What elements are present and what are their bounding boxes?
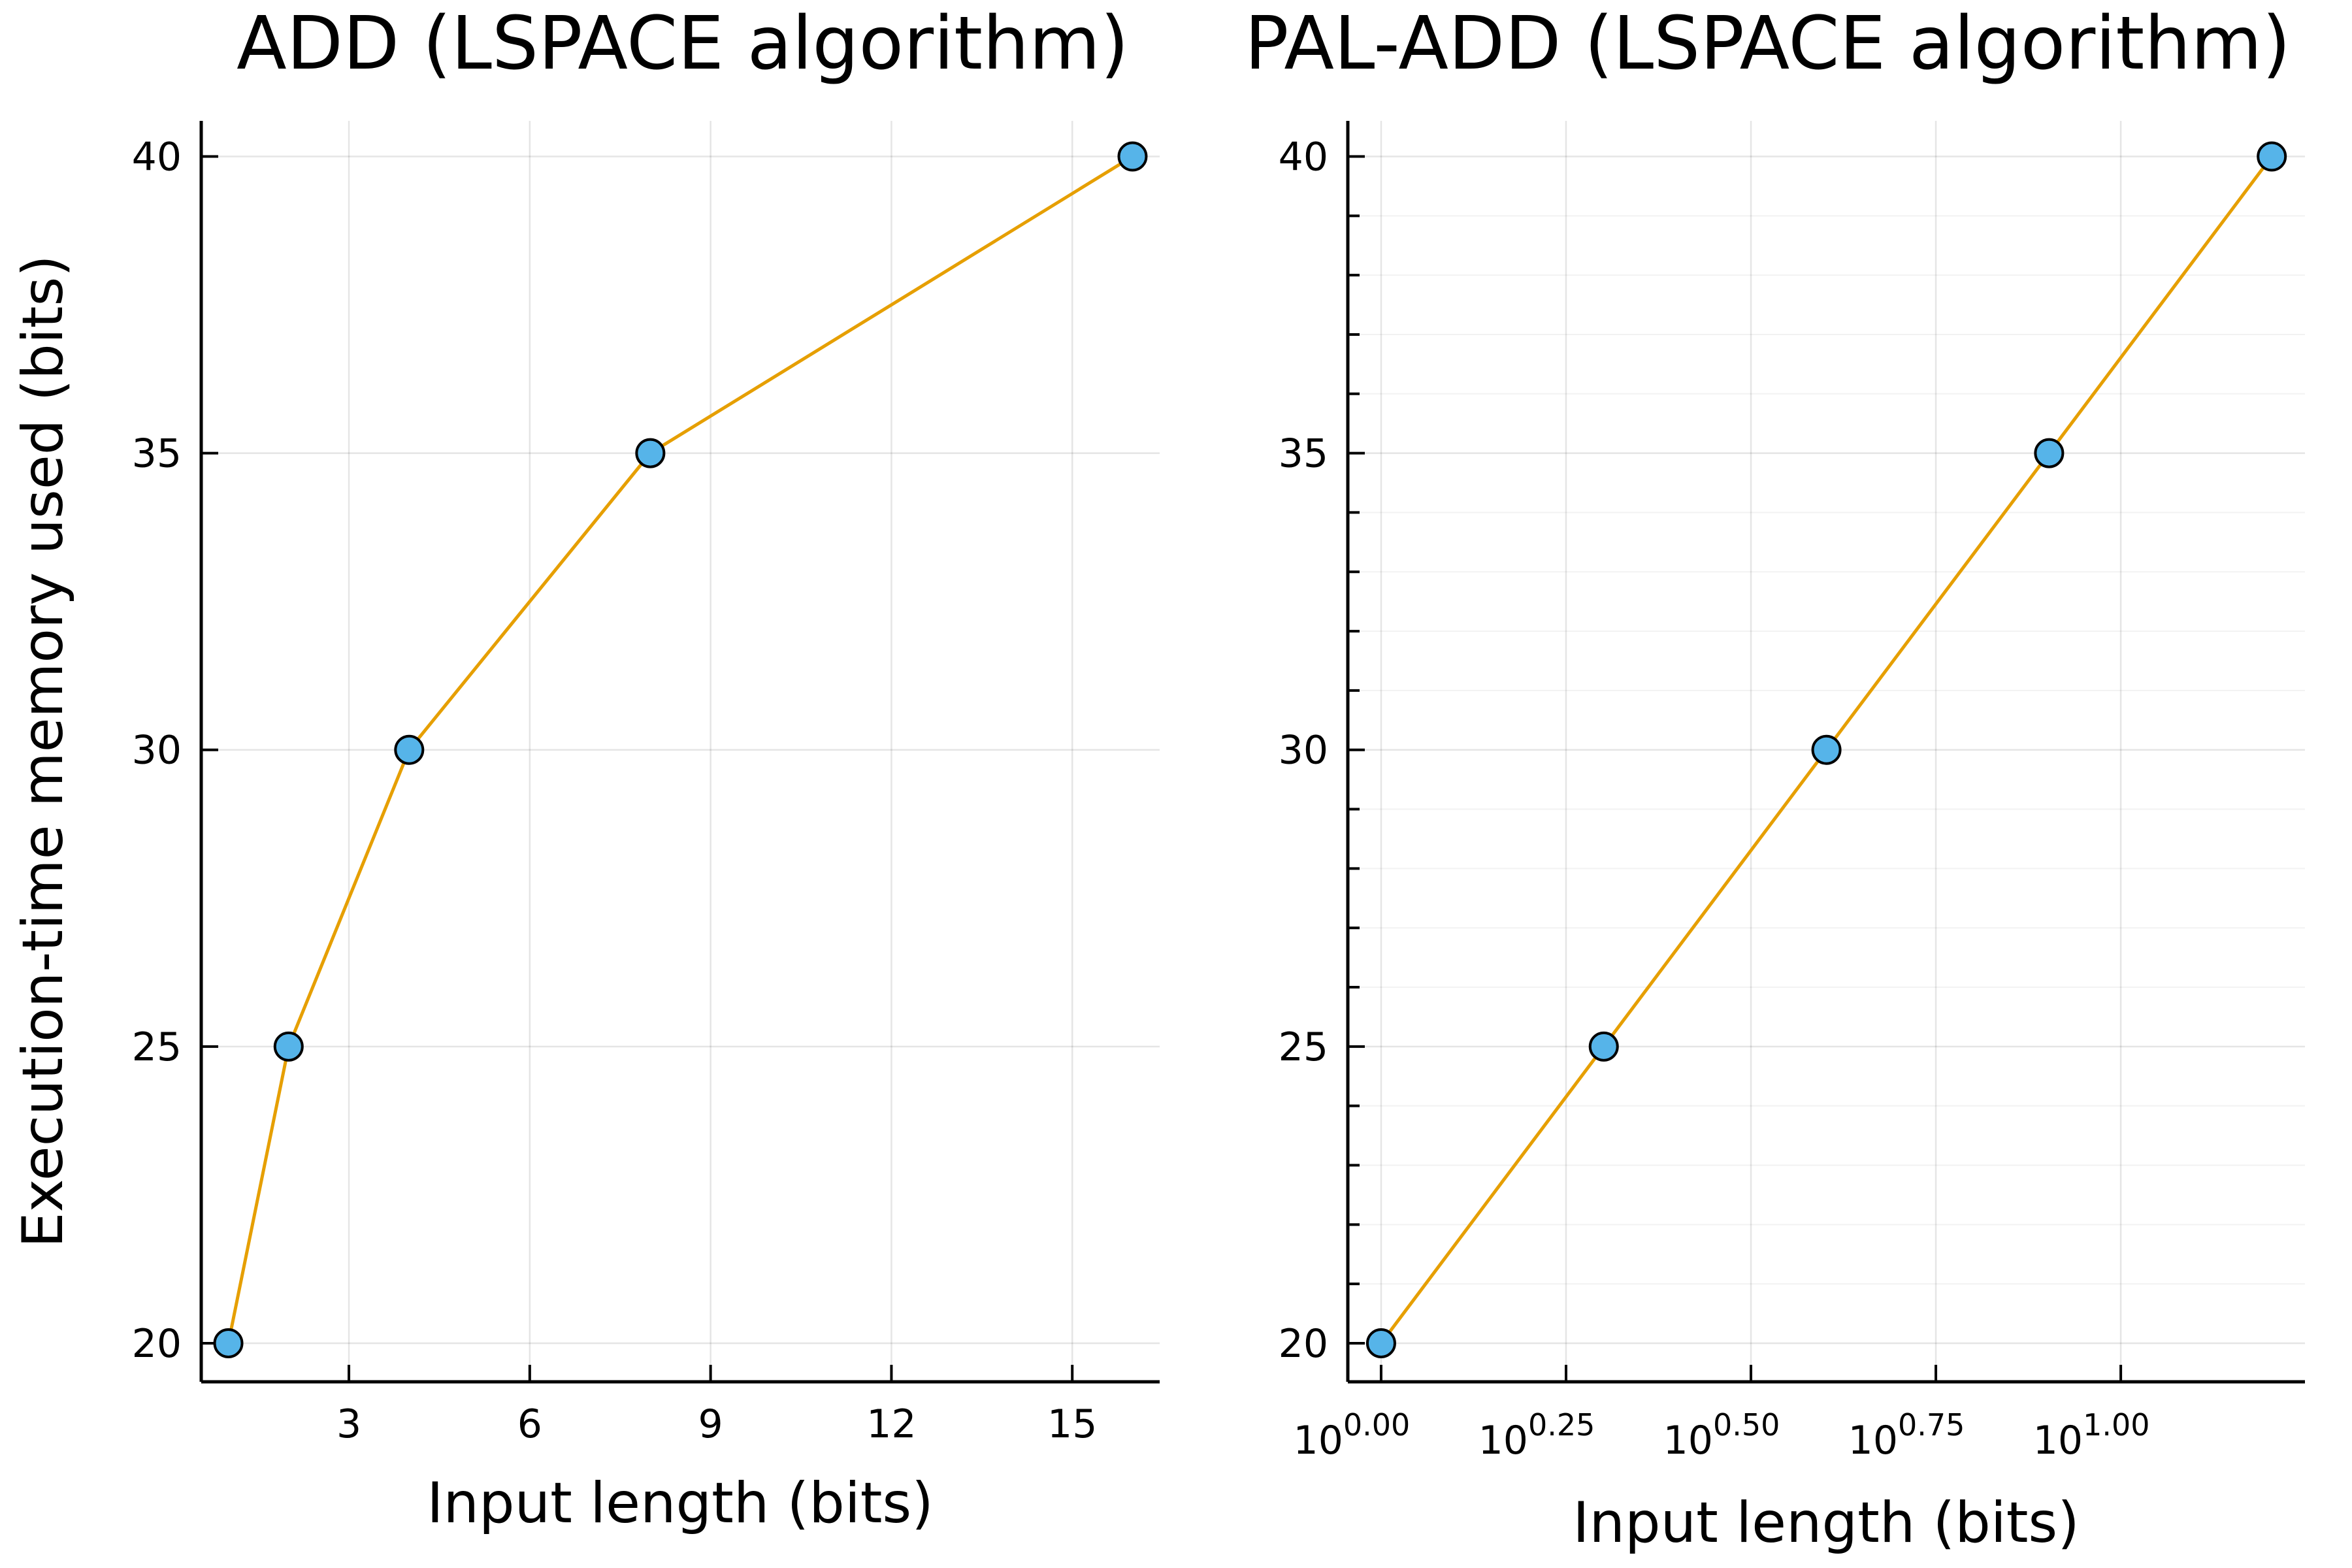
x-axis-label: Input length (bits) <box>1573 1490 2080 1556</box>
subplot-2: 20 25 30 35 40 100.00 100.25 100.50 100.75 101.00… <box>1245 1 2305 1556</box>
tick-label-y: 25 <box>1279 1024 1328 1070</box>
tick-label-y: 20 <box>132 1321 182 1367</box>
data-point <box>1811 734 1842 765</box>
tick-label-x: 12 <box>866 1401 916 1447</box>
tick-label-x: 9 <box>698 1401 723 1447</box>
tick-label-y: 40 <box>132 134 182 180</box>
data-point <box>2034 438 2065 468</box>
tick-label-x: 100.75 <box>1848 1407 1965 1463</box>
tick-label-y: 30 <box>132 728 182 774</box>
data-point <box>635 438 666 468</box>
chart-title: ADD (LSPACE algorithm) <box>237 1 1129 86</box>
tick-label-x: 100.00 <box>1294 1407 1411 1463</box>
data-point <box>1588 1031 1619 1062</box>
x-axis-label: Input length (bits) <box>427 1471 934 1536</box>
tick-label-y: 20 <box>1279 1321 1328 1367</box>
chart-title: PAL-ADD (LSPACE algorithm) <box>1245 1 2291 86</box>
tick-label-x: 6 <box>517 1401 542 1447</box>
tick-label-y: 35 <box>132 431 182 477</box>
data-point <box>2257 141 2287 172</box>
tick-label-y: 40 <box>1279 134 1328 180</box>
tick-label-y: 35 <box>1279 431 1328 477</box>
tick-label-y: 30 <box>1279 728 1328 774</box>
data-point <box>1117 141 1148 172</box>
tick-label-x: 100.50 <box>1663 1407 1780 1463</box>
tick-label-x: 101.00 <box>2033 1407 2150 1463</box>
tick-label-y: 25 <box>132 1024 182 1070</box>
data-point <box>394 734 425 765</box>
data-point <box>213 1328 244 1358</box>
tick-label-x: 100.25 <box>1478 1407 1595 1463</box>
data-point <box>273 1031 304 1062</box>
y-axis-label: Execution-time memory used (bits) <box>10 255 76 1248</box>
tick-label-x: 3 <box>336 1401 361 1447</box>
tick-label-x: 15 <box>1047 1401 1097 1447</box>
subplot-1: 20 25 30 35 40 3 6 9 12 15 ADD (LSPACE algorithm) I… <box>10 1 1160 1536</box>
data-point <box>1365 1328 1396 1358</box>
